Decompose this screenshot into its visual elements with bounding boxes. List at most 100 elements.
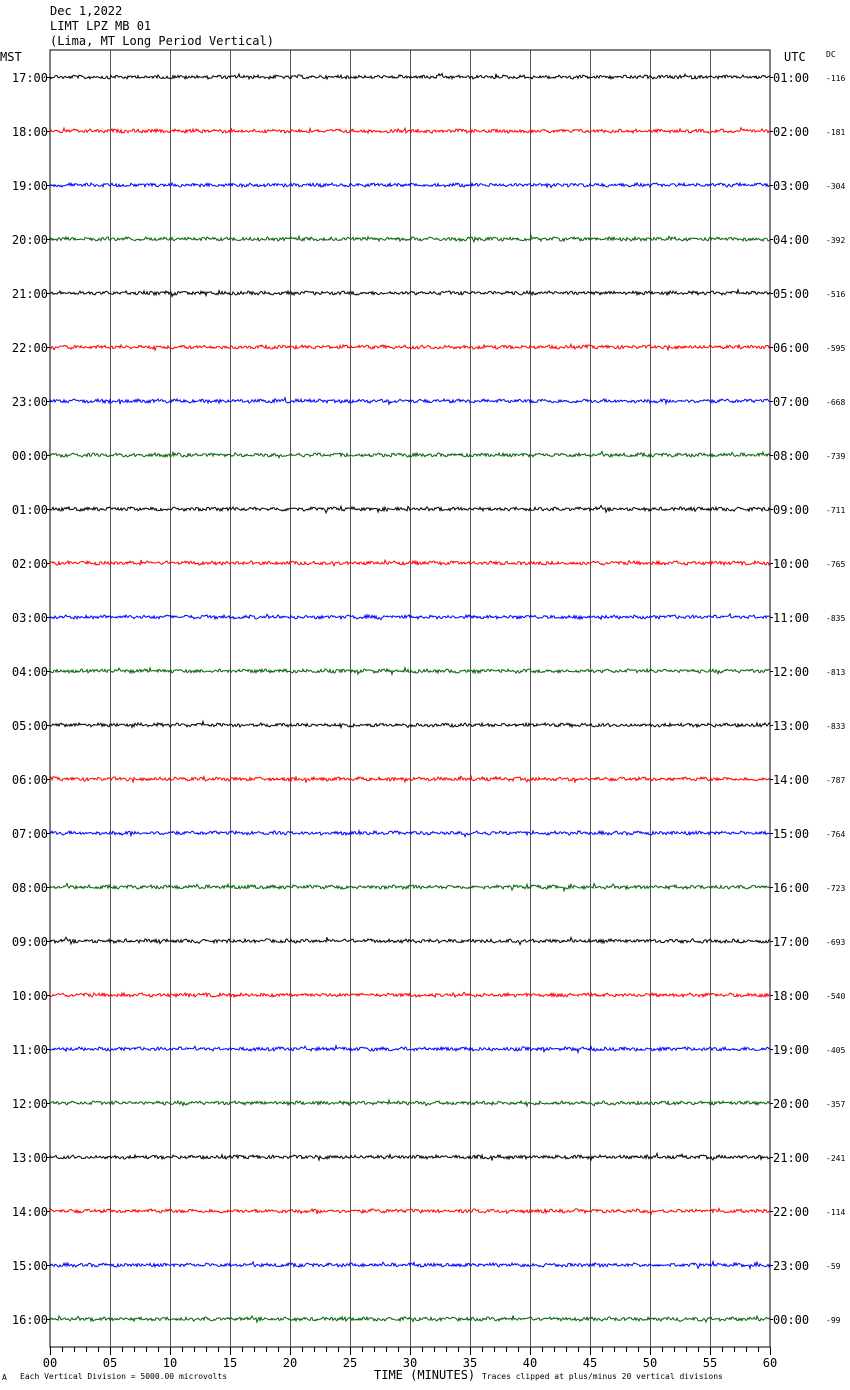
utc-label-23:00: 23:00 (773, 1259, 809, 1273)
utc-label-03:00: 03:00 (773, 179, 809, 193)
utc-axis-title: UTC (784, 50, 806, 64)
utc-label-19:00: 19:00 (773, 1043, 809, 1057)
utc-label-21:00: 21:00 (773, 1151, 809, 1165)
dc-value-20: -241 (826, 1154, 845, 1163)
dc-value-12: -833 (826, 722, 845, 731)
trace-row-01:00 (49, 504, 771, 515)
x-tick-label-30: 30 (403, 1356, 417, 1370)
mst-label-01:00: 01:00 (12, 503, 48, 517)
dc-value-0: -116 (826, 74, 845, 83)
header-station: LIMT LPZ MB 01 (50, 19, 152, 33)
trace-row-08:00 (49, 882, 771, 893)
utc-label-07:00: 07:00 (773, 395, 809, 409)
trace-row-11:00 (49, 1043, 771, 1055)
utc-label-08:00: 08:00 (773, 449, 809, 463)
utc-label-13:00: 13:00 (773, 719, 809, 733)
dc-value-14: -764 (826, 830, 845, 839)
mst-label-18:00: 18:00 (12, 125, 48, 139)
trace-row-00:00 (49, 450, 771, 460)
mst-label-23:00: 23:00 (12, 395, 48, 409)
dc-value-22: -59 (826, 1262, 841, 1271)
trace-row-04:00 (49, 666, 771, 677)
mst-label-03:00: 03:00 (12, 611, 48, 625)
mst-label-11:00: 11:00 (12, 1043, 48, 1057)
x-tick-label-35: 35 (463, 1356, 477, 1370)
mst-label-04:00: 04:00 (12, 665, 48, 679)
dc-value-4: -516 (826, 290, 845, 299)
mst-label-12:00: 12:00 (12, 1097, 48, 1111)
utc-label-04:00: 04:00 (773, 233, 809, 247)
trace-row-02:00 (49, 558, 771, 568)
x-tick-label-55: 55 (703, 1356, 717, 1370)
mst-label-22:00: 22:00 (12, 341, 48, 355)
x-tick-label-05: 05 (103, 1356, 117, 1370)
trace-row-21:00 (49, 287, 771, 298)
trace-row-23:00 (49, 396, 771, 406)
dc-value-16: -693 (826, 938, 845, 947)
x-tick-label-10: 10 (163, 1356, 177, 1370)
mst-label-20:00: 20:00 (12, 233, 48, 247)
utc-label-02:00: 02:00 (773, 125, 809, 139)
mst-label-17:00: 17:00 (12, 71, 48, 85)
dc-value-13: -787 (826, 776, 845, 785)
mst-axis-title: MST (0, 50, 22, 64)
mst-label-05:00: 05:00 (12, 719, 48, 733)
mst-label-19:00: 19:00 (12, 179, 48, 193)
dc-value-15: -723 (826, 884, 845, 893)
x-axis-title: TIME (MINUTES) (374, 1368, 476, 1382)
trace-row-07:00 (49, 828, 771, 838)
trace-row-12:00 (49, 1098, 770, 1108)
utc-label-16:00: 16:00 (773, 881, 809, 895)
x-tick-label-25: 25 (343, 1356, 357, 1370)
mst-label-09:00: 09:00 (12, 935, 48, 949)
mst-label-10:00: 10:00 (12, 989, 48, 1003)
mst-label-00:00: 00:00 (12, 449, 48, 463)
dc-value-1: -181 (826, 128, 845, 137)
mst-label-06:00: 06:00 (12, 773, 48, 787)
dc-value-11: -813 (826, 668, 845, 677)
utc-label-20:00: 20:00 (773, 1097, 809, 1111)
dc-value-23: -99 (826, 1316, 841, 1325)
utc-label-15:00: 15:00 (773, 827, 809, 841)
mst-label-15:00: 15:00 (12, 1259, 48, 1273)
mst-label-13:00: 13:00 (12, 1151, 48, 1165)
dc-value-9: -765 (826, 560, 845, 569)
trace-row-05:00 (49, 719, 771, 730)
mst-label-02:00: 02:00 (12, 557, 48, 571)
trace-row-20:00 (49, 233, 771, 244)
mst-label-08:00: 08:00 (12, 881, 48, 895)
dc-value-5: -595 (826, 344, 845, 353)
dc-column-title: DC (826, 50, 836, 59)
dc-value-18: -405 (826, 1046, 845, 1055)
trace-row-15:00 (49, 1259, 771, 1271)
trace-row-14:00 (49, 1207, 771, 1216)
trace-row-03:00 (49, 612, 771, 621)
corner-mark: A (2, 1373, 7, 1382)
dc-value-6: -668 (826, 398, 845, 407)
trace-row-09:00 (49, 935, 770, 946)
trace-row-17:00 (49, 72, 771, 81)
x-tick-label-50: 50 (643, 1356, 657, 1370)
utc-label-17:00: 17:00 (773, 935, 809, 949)
x-tick-label-60: 60 (763, 1356, 777, 1370)
trace-row-22:00 (49, 342, 771, 353)
dc-value-19: -357 (826, 1100, 845, 1109)
x-tick-label-40: 40 (523, 1356, 537, 1370)
dc-value-8: -711 (826, 506, 845, 515)
mst-label-14:00: 14:00 (12, 1205, 48, 1219)
trace-row-10:00 (49, 991, 771, 999)
x-tick-label-15: 15 (223, 1356, 237, 1370)
dc-value-2: -304 (826, 182, 845, 191)
mst-label-21:00: 21:00 (12, 287, 48, 301)
dc-value-7: -739 (826, 452, 845, 461)
utc-label-09:00: 09:00 (773, 503, 809, 517)
utc-label-10:00: 10:00 (773, 557, 809, 571)
utc-label-00:00: 00:00 (773, 1313, 809, 1327)
dc-value-3: -392 (826, 236, 845, 245)
utc-label-12:00: 12:00 (773, 665, 809, 679)
trace-row-13:00 (49, 1151, 771, 1162)
header-date: Dec 1,2022 (50, 4, 123, 18)
utc-label-06:00: 06:00 (773, 341, 809, 355)
x-tick-label-00: 00 (43, 1356, 57, 1370)
